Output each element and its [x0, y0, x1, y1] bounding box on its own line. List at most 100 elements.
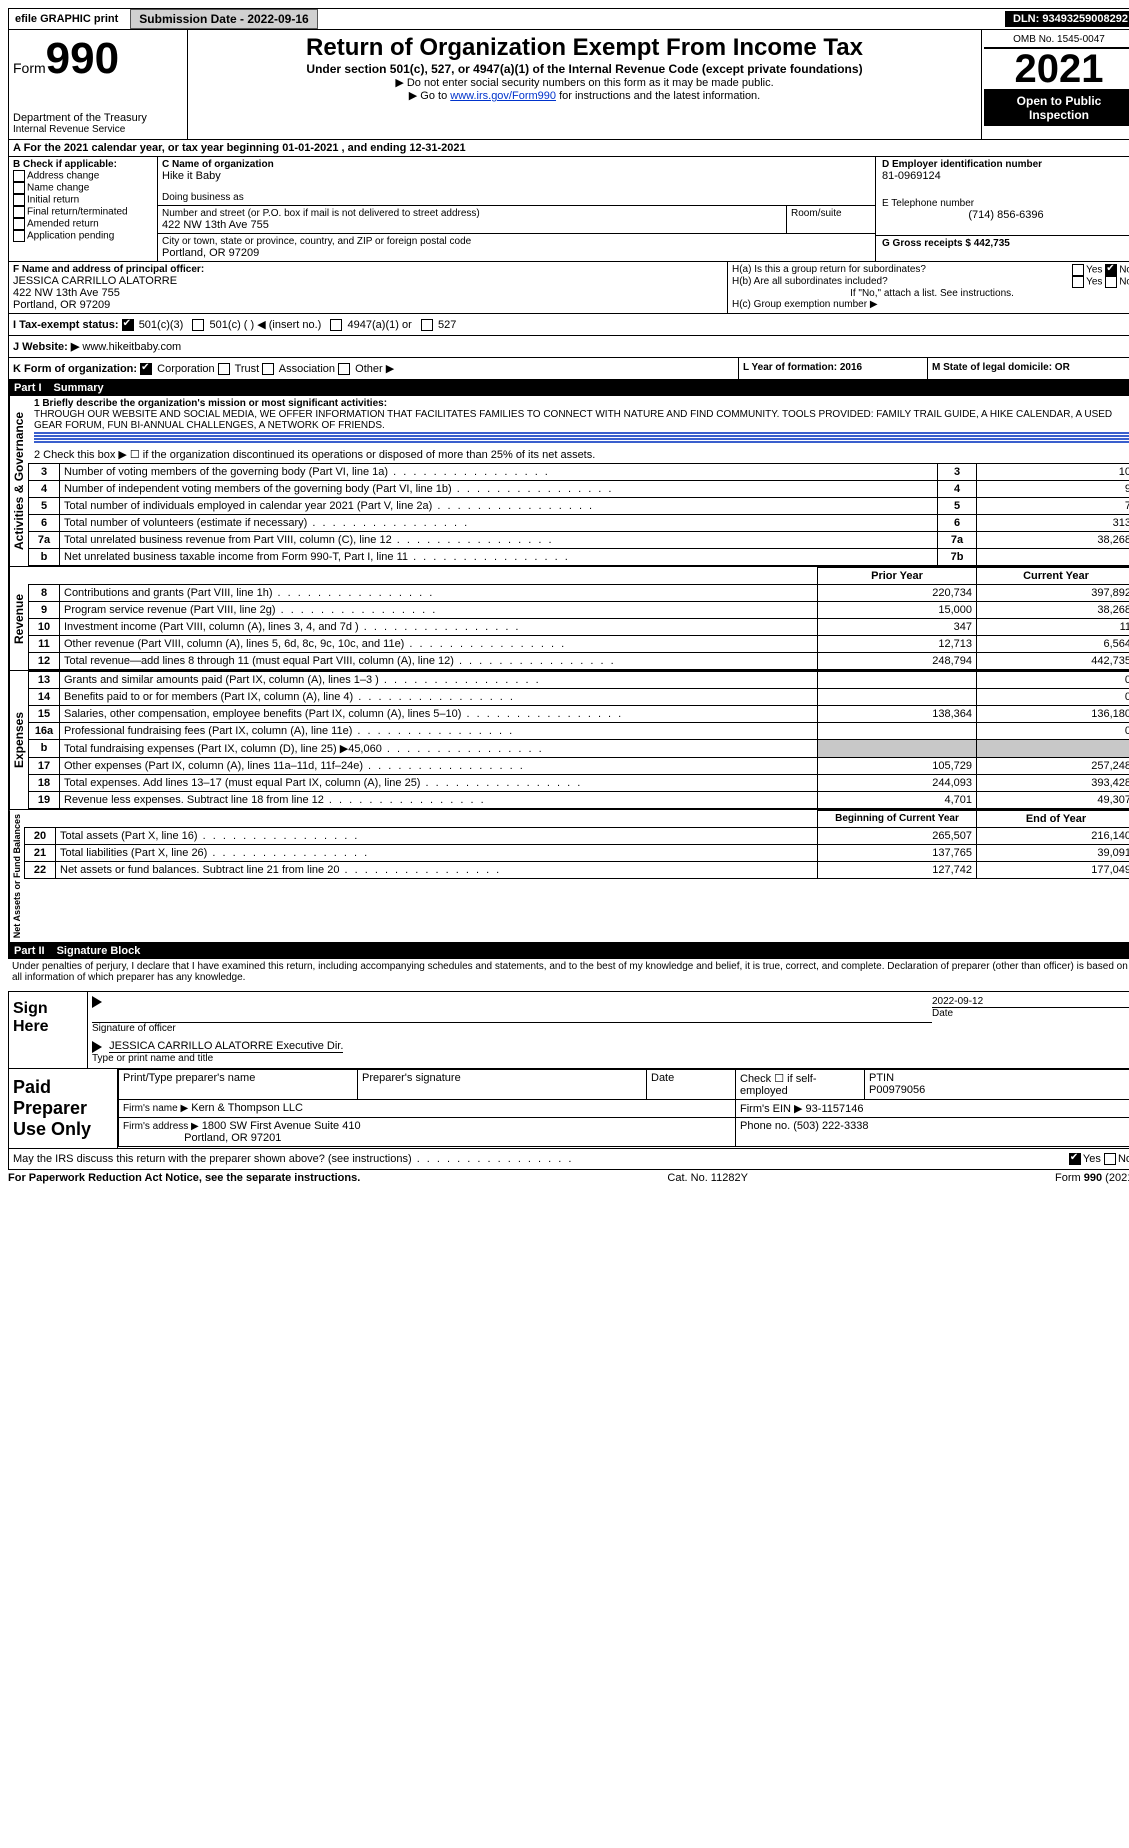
part2-title: Part II: [14, 945, 45, 957]
table-row: 22Net assets or fund balances. Subtract …: [25, 862, 1129, 879]
city-value: Portland, OR 97209: [162, 247, 871, 259]
col-current: Current Year: [977, 568, 1129, 585]
table-row: 14Benefits paid to or for members (Part …: [29, 689, 1129, 706]
chk-other[interactable]: [338, 363, 350, 375]
chk-pending[interactable]: Application pending: [13, 230, 153, 242]
ha-answer[interactable]: Yes No: [1072, 264, 1129, 276]
box-deg: D Employer identification number 81-0969…: [875, 157, 1129, 261]
efile-label: efile GRAPHIC print: [9, 11, 124, 27]
col-begin: Beginning of Current Year: [818, 811, 977, 828]
discuss-row: May the IRS discuss this return with the…: [8, 1149, 1129, 1170]
form-990: 990: [46, 34, 119, 83]
prep-h2: Preparer's signature: [358, 1069, 647, 1099]
table-row: 15Salaries, other compensation, employee…: [29, 706, 1129, 723]
revenue-table: Prior Year Current Year 8Contributions a…: [28, 567, 1129, 670]
vlabel-na: Net Assets or Fund Balances: [9, 810, 24, 942]
website-value: www.hikeitbaby.com: [82, 341, 181, 353]
gross-receipts: G Gross receipts $ 442,735: [882, 238, 1129, 249]
opt-pending: Application pending: [27, 231, 114, 242]
phone-value: (714) 856-6396: [882, 209, 1129, 221]
form-number: Form990: [13, 34, 183, 84]
part2-header: Part II Signature Block: [8, 943, 1129, 959]
ptin-lbl: PTIN: [869, 1072, 894, 1084]
table-row: 16aProfessional fundraising fees (Part I…: [29, 723, 1129, 740]
prep-h4[interactable]: Check ☐ if self-employed: [736, 1069, 865, 1099]
table-row: 19Revenue less expenses. Subtract line 1…: [29, 792, 1129, 809]
opt-amended: Amended return: [27, 219, 99, 230]
table-row: 7aTotal unrelated business revenue from …: [29, 532, 1129, 549]
k-o3: Association: [279, 363, 335, 375]
chk-trust[interactable]: [218, 363, 230, 375]
chk-amended[interactable]: Amended return: [13, 218, 153, 230]
firm-phone: Phone no. (503) 222-3338: [736, 1117, 1129, 1146]
table-row: 8Contributions and grants (Part VIII, li…: [29, 585, 1129, 602]
chk-initial[interactable]: Initial return: [13, 194, 153, 206]
goto-note: ▶ Go to www.irs.gov/Form990 for instruct…: [196, 89, 973, 102]
ha-label: H(a) Is this a group return for subordin…: [732, 264, 926, 276]
chk-corp[interactable]: [140, 363, 152, 375]
revenue-section: Revenue Prior Year Current Year 8Contrib…: [8, 567, 1129, 671]
c-name-label: C Name of organization: [162, 159, 871, 170]
section-j: J Website: ▶ www.hikeitbaby.com: [8, 336, 1129, 358]
sig-officer-lbl: Signature of officer: [92, 1023, 932, 1034]
box-h: H(a) Is this a group return for subordin…: [728, 262, 1129, 313]
no-2: No: [1119, 277, 1129, 288]
firm-addr2: Portland, OR 97201: [184, 1132, 281, 1144]
sign-here-label: Sign Here: [9, 992, 88, 1067]
i-o4: 527: [438, 319, 456, 331]
discuss-no: No: [1118, 1153, 1129, 1165]
footer: For Paperwork Reduction Act Notice, see …: [8, 1170, 1129, 1186]
period-line: A For the 2021 calendar year, or tax yea…: [8, 140, 1129, 157]
date-lbl: Date: [932, 1008, 1129, 1019]
firm-ein: Firm's EIN ▶ 93-1157146: [736, 1099, 1129, 1117]
k-o1: Corporation: [157, 363, 214, 375]
city-label: City or town, state or province, country…: [162, 236, 871, 247]
discuss-yes: Yes: [1083, 1153, 1101, 1165]
header-right: OMB No. 1545-0047 2021 Open to Public In…: [981, 30, 1129, 139]
vlabel-rev: Revenue: [9, 567, 28, 670]
type-lbl: Type or print name and title: [92, 1053, 1129, 1064]
form-header: Form990 Department of the Treasury Inter…: [8, 30, 1129, 140]
footer-right: Form 990 (2021): [1055, 1172, 1129, 1184]
form-prefix: Form: [13, 60, 46, 76]
table-row: 4Number of independent voting members of…: [29, 481, 1129, 498]
irs-label: Internal Revenue Service: [13, 124, 183, 135]
ptin-val: P00979056: [869, 1084, 925, 1096]
header-mid: Return of Organization Exempt From Incom…: [188, 30, 981, 139]
table-row: 18Total expenses. Add lines 13–17 (must …: [29, 775, 1129, 792]
paid-preparer-block: Paid Preparer Use Only Print/Type prepar…: [8, 1069, 1129, 1149]
table-row: 9Program service revenue (Part VIII, lin…: [29, 602, 1129, 619]
part1-body: Activities & Governance 1 Briefly descri…: [8, 396, 1129, 567]
chk-527[interactable]: [421, 319, 433, 331]
chk-501c3[interactable]: [122, 319, 134, 331]
arrow-icon-2: [92, 1041, 102, 1053]
footer-mid: Cat. No. 11282Y: [667, 1172, 748, 1184]
chk-501c[interactable]: [192, 319, 204, 331]
submission-date-button[interactable]: Submission Date - 2022-09-16: [130, 9, 317, 29]
section-i: I Tax-exempt status: 501(c)(3) 501(c) ( …: [8, 314, 1129, 336]
prep-h1: Print/Type preparer's name: [119, 1069, 358, 1099]
table-row: 17Other expenses (Part IX, column (A), l…: [29, 758, 1129, 775]
chk-name-change[interactable]: Name change: [13, 182, 153, 194]
irs-link[interactable]: www.irs.gov/Form990: [450, 90, 556, 102]
m-state: M State of legal domicile: OR: [928, 358, 1129, 379]
officer-addr2: Portland, OR 97209: [13, 299, 723, 311]
chk-4947[interactable]: [330, 319, 342, 331]
top-bar: efile GRAPHIC print Submission Date - 20…: [8, 8, 1129, 30]
q2-text: 2 Check this box ▶ ☐ if the organization…: [28, 446, 1129, 463]
firm-lbl: Firm's name ▶: [123, 1103, 188, 1114]
chk-final[interactable]: Final return/terminated: [13, 206, 153, 218]
chk-assoc[interactable]: [262, 363, 274, 375]
subtitle: Under section 501(c), 527, or 4947(a)(1)…: [196, 62, 973, 76]
chk-address-change[interactable]: Address change: [13, 170, 153, 182]
discuss-answer[interactable]: Yes No: [1069, 1153, 1129, 1165]
hb-answer[interactable]: Yes No: [1072, 276, 1129, 288]
hc-label: H(c) Group exemption number ▶: [732, 299, 1129, 310]
arrow-icon: [92, 996, 102, 1008]
ssn-note: ▶ Do not enter social security numbers o…: [196, 76, 973, 89]
sign-here-block: Sign Here Signature of officer 2022-09-1…: [8, 991, 1129, 1068]
table-row: bTotal fundraising expenses (Part IX, co…: [29, 740, 1129, 758]
table-row: 3Number of voting members of the governi…: [29, 464, 1129, 481]
yes-2: Yes: [1086, 277, 1102, 288]
open-inspection: Open to Public Inspection: [984, 90, 1129, 126]
